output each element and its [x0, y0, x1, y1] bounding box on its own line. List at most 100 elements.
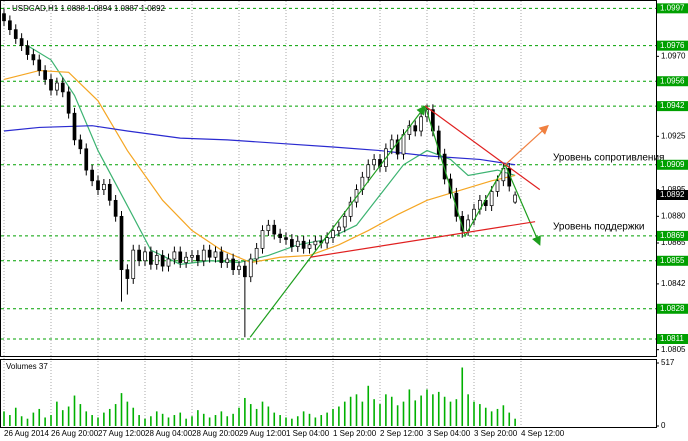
candle-body: [448, 178, 453, 194]
volume-bar: [343, 401, 346, 426]
volume-bar: [279, 415, 281, 426]
volume-bar: [126, 401, 129, 426]
candle-body: [96, 180, 100, 191]
volume-bar: [167, 417, 170, 426]
price-panel: [0, 0, 657, 357]
volume-bar: [26, 418, 29, 426]
x-tick-label: 1 Sep 04:00: [286, 429, 330, 438]
trend-drawing: [504, 124, 549, 166]
level-label: 1.0909: [660, 160, 685, 169]
volume-bar: [508, 412, 511, 426]
volume-bar: [197, 410, 199, 426]
volume-bar: [502, 405, 505, 426]
candle-body: [407, 125, 412, 135]
candle-body: [219, 251, 224, 263]
candle-body: [25, 45, 30, 55]
candle-body: [342, 215, 347, 228]
volume-bar: [414, 400, 417, 426]
level-box: [657, 76, 688, 87]
candle-body: [413, 125, 418, 132]
candle-body: [178, 251, 183, 263]
candle-body: [137, 249, 141, 262]
x-tick-label: 2 Sep 12:00: [380, 429, 424, 438]
level-box: [657, 101, 688, 112]
candle-body: [166, 258, 171, 267]
x-tick-label: 1 Sep 20:00: [333, 429, 377, 438]
volume-bar: [208, 417, 211, 426]
level-label: 1.0855: [660, 256, 685, 265]
level-label: 1.0976: [660, 41, 685, 50]
level-box: [657, 303, 688, 314]
volume-bar: [185, 418, 187, 426]
volume-bar: [390, 396, 393, 426]
candle-body: [325, 237, 329, 244]
candle-body: [495, 180, 500, 192]
volume-bar: [484, 407, 487, 426]
volume-bar: [232, 413, 234, 426]
candle-body: [237, 265, 241, 271]
candle-body: [149, 251, 153, 265]
volume-bar: [244, 397, 246, 426]
candle-body: [143, 251, 147, 262]
candle-body: [37, 59, 42, 71]
volume-bar: [496, 408, 499, 426]
candle-body: [213, 251, 218, 258]
volume-title: Volumes 37: [6, 362, 48, 371]
candle-body: [31, 54, 36, 61]
volume-bar: [120, 393, 123, 426]
candle-body: [66, 91, 71, 114]
volume-bar: [226, 416, 229, 426]
y-tick-label: 1.0880: [661, 211, 686, 220]
volume-bar: [9, 415, 11, 426]
candle-body: [113, 199, 118, 217]
candle-body: [436, 130, 441, 155]
volume-bar: [338, 406, 340, 426]
x-tick-label: 27 Aug 12:00: [98, 429, 146, 438]
volume-panel: [0, 359, 657, 428]
x-tick-label: 4 Sep 12:00: [521, 429, 565, 438]
candle-body: [154, 255, 159, 265]
trend-drawing: [424, 105, 541, 191]
volume-bar: [38, 408, 41, 426]
trend-drawing: [424, 105, 541, 246]
volume-bar: [214, 415, 217, 426]
volume-bar: [255, 408, 258, 426]
candle-body: [131, 249, 136, 279]
candle-body: [401, 134, 406, 155]
volume-bar: [273, 412, 276, 426]
candle-body: [372, 159, 376, 166]
volume-bar: [437, 391, 440, 426]
candle-body: [489, 191, 494, 207]
volume-bar: [14, 407, 17, 426]
volume-bar: [314, 417, 317, 426]
candle-body: [13, 29, 18, 39]
candle-body: [78, 139, 83, 150]
volume-bar: [379, 404, 381, 426]
x-tick-label: 28 Aug 04:00: [145, 429, 193, 438]
volume-bar: [332, 408, 334, 426]
volume-bar: [103, 412, 105, 426]
volume-bar: [296, 416, 299, 426]
volume-bar: [320, 415, 323, 426]
level-box: [657, 3, 688, 14]
level-box: [657, 159, 688, 170]
candle-body: [278, 233, 282, 239]
volume-bar: [396, 405, 399, 426]
y-tick-label: 1.0842: [661, 279, 686, 288]
volume-bar: [408, 389, 411, 426]
volume-bar: [202, 413, 205, 426]
volume-bar: [108, 408, 111, 426]
volume-bar: [249, 404, 252, 426]
x-tick-label: 26 Aug 2014: [4, 429, 49, 438]
candle-body: [201, 249, 206, 262]
volume-bar: [97, 417, 99, 426]
candle-body: [225, 258, 230, 263]
volume-bar: [285, 417, 287, 426]
trend-drawing: [249, 105, 426, 338]
candle-body: [513, 194, 517, 203]
candle-body: [60, 82, 65, 93]
annotation: Уровень сопротивления: [553, 153, 664, 164]
x-tick-label: 3 Sep 04:00: [427, 429, 471, 438]
candle-body: [331, 230, 335, 239]
volume-bar: [490, 411, 493, 426]
